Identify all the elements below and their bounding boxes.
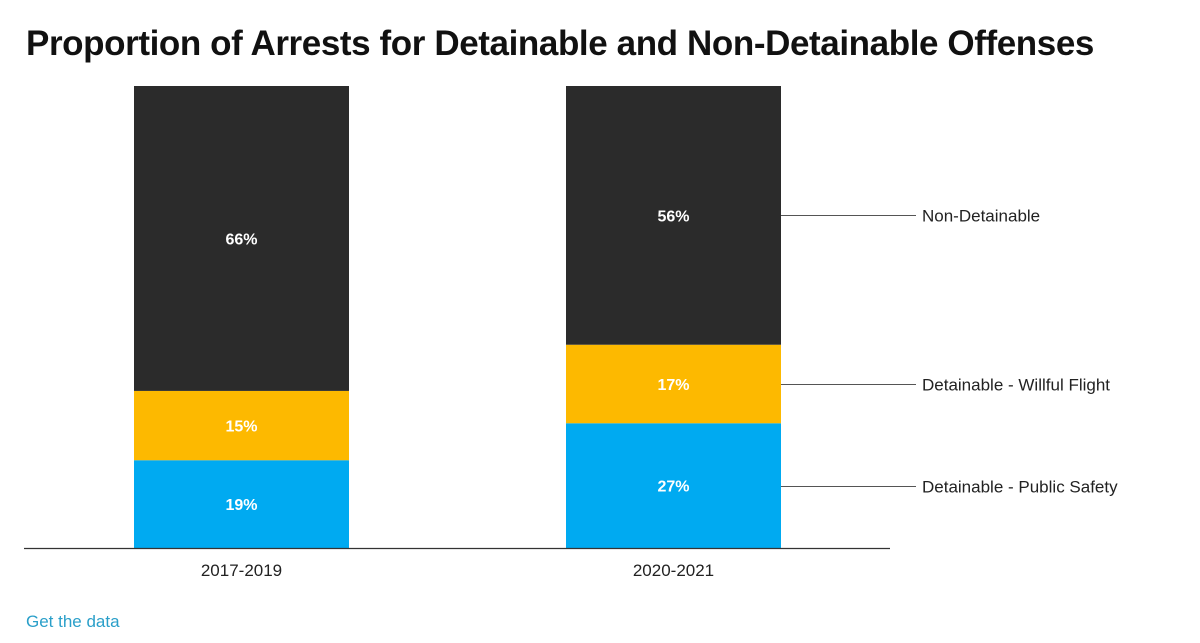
legend-label-1: Detainable - Willful Flight <box>922 376 1110 395</box>
data-label-0-2: 66% <box>225 231 257 248</box>
bar-1-0 <box>566 423 781 548</box>
data-label-1-0: 27% <box>657 479 689 496</box>
bar-0-1 <box>134 390 349 461</box>
bar-1-1 <box>566 344 781 424</box>
data-label-1-2: 56% <box>657 208 689 225</box>
get-the-data-link[interactable]: Get the data <box>26 612 120 631</box>
bar-1-2 <box>566 86 781 345</box>
x-tick-label-0: 2017-2019 <box>201 561 282 580</box>
data-label-1-1: 17% <box>657 377 689 394</box>
chart-title: Proportion of Arrests for Detainable and… <box>26 24 1094 63</box>
data-label-0-0: 19% <box>225 497 257 514</box>
data-label-0-1: 15% <box>225 419 257 436</box>
bar-0-2 <box>134 86 349 391</box>
legend-label-2: Non-Detainable <box>922 207 1040 226</box>
bar-0-0 <box>134 460 349 548</box>
legend-label-0: Detainable - Public Safety <box>922 478 1118 497</box>
x-tick-label-1: 2020-2021 <box>633 561 714 580</box>
